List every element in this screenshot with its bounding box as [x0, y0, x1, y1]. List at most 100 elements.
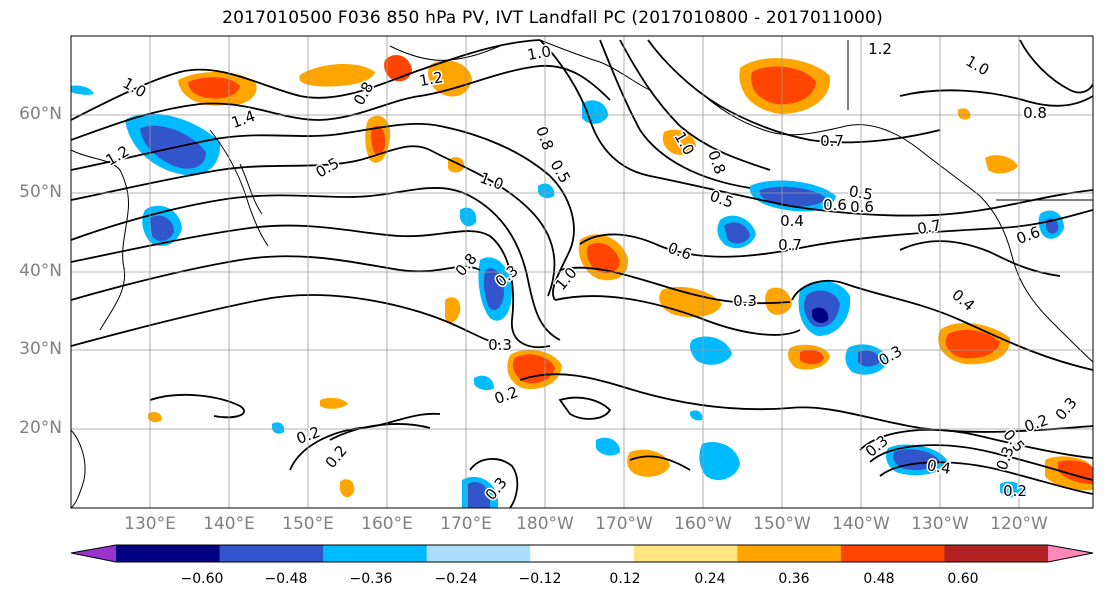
contour-value-label: 0.2 [1003, 482, 1027, 500]
contour-line [629, 455, 691, 471]
coastline [209, 129, 269, 247]
map-plot-area: 1.01.21.40.51.20.81.00.81.0 0.51.21.00.80… [71, 36, 1093, 508]
contour-value-label: 0.3 [733, 292, 757, 310]
colorbar-extend-high [1048, 545, 1093, 562]
colorbar [71, 545, 1093, 562]
contour-value-label: 0.3 [488, 336, 512, 354]
pv-negative-region [858, 350, 880, 367]
lat-label-50n: 50°N [19, 182, 62, 202]
lat-label-40n: 40°N [19, 261, 62, 281]
coastline [389, 45, 501, 61]
contour-value-label: 0.7 [820, 132, 844, 150]
colorbar-outline [70, 544, 1094, 563]
colorbar-tick-label: 0.48 [863, 571, 895, 587]
pv-positive-region [299, 64, 375, 87]
colorbar-cell [840, 545, 945, 562]
contour-line [71, 39, 541, 121]
contour-line [899, 240, 1061, 277]
colorbar-cell [219, 545, 324, 562]
pv-positive-region [627, 449, 670, 477]
lon-label-150e: 150°E [282, 514, 334, 534]
pv-positive-region [945, 329, 1000, 359]
lon-label-160e: 160°E [361, 514, 413, 534]
colorbar-cell [323, 545, 428, 562]
lon-label-120w: 120°W [990, 514, 1048, 534]
contour-value-label: 0.6 [823, 196, 847, 214]
contour-line [329, 423, 431, 441]
colorbar-tick-label: −0.48 [264, 571, 308, 587]
pv-positive-region [512, 354, 555, 384]
colorbar-tick-label: 0.36 [778, 571, 810, 587]
contour-value-label: 0.5 [848, 182, 875, 204]
colorbar-tick-label: 0.24 [694, 571, 726, 587]
coastline [539, 39, 651, 91]
pv-negative-region [1000, 481, 1026, 498]
contour-line [647, 39, 941, 144]
colorbar-cell [530, 545, 635, 562]
contour-line [869, 444, 1093, 481]
contour-value-label: 0.4 [780, 212, 804, 230]
contour-line [558, 396, 612, 420]
map-title: 2017010500 F036 850 hPa PV, IVT Landfall… [222, 8, 883, 28]
lon-label-140w: 140°W [832, 514, 890, 534]
pv-positive-region [340, 479, 355, 498]
contour-line [149, 394, 245, 419]
contour-line [71, 65, 611, 141]
graticule [71, 36, 1093, 508]
contour-line [559, 266, 791, 305]
colorbar-tick-label: −0.24 [434, 571, 478, 587]
colorbar-extend-low [71, 545, 116, 562]
contour-line [469, 458, 519, 508]
contour-line [71, 122, 575, 301]
contour-line [71, 294, 501, 347]
lon-label-170w: 170°W [595, 514, 653, 534]
contour-line [859, 428, 1093, 459]
colorbar-cell [737, 545, 842, 562]
contour-value-label: 0.7 [916, 216, 943, 238]
lat-label-20n: 20°N [19, 418, 62, 438]
contour-line [539, 39, 1093, 217]
pv-positive-region [445, 297, 461, 323]
lon-label-130w: 130°W [911, 514, 969, 534]
lon-label-160w: 160°W [674, 514, 732, 534]
lon-label-150w: 150°W [753, 514, 811, 534]
colorbar-tick-label: 0.12 [609, 571, 641, 587]
pv-positive-region [662, 129, 696, 155]
lat-label-60n: 60°N [19, 104, 62, 124]
coastline [71, 149, 129, 331]
colorbar-tick-label: −0.60 [180, 571, 224, 587]
map-frame [70, 35, 1094, 509]
pv-negative-region [150, 215, 174, 241]
pv-negative-region [474, 375, 494, 391]
pv-positive-region [800, 350, 824, 365]
pv-negative-region [71, 85, 94, 95]
pv-negative-region [538, 183, 555, 199]
pv-negative-region [724, 222, 750, 244]
contour-line [519, 373, 1093, 433]
colorbar-tick-label: 0.60 [947, 571, 979, 587]
lon-label-180w: 180°W [516, 514, 574, 534]
contour-line [71, 255, 481, 301]
pv-negative-region [272, 422, 285, 434]
colorbar-cell [633, 545, 738, 562]
contour-value-label: 1.2 [868, 40, 892, 58]
contour-line [1019, 39, 1093, 94]
pv-negative-region [468, 481, 490, 508]
contour-line [599, 39, 751, 189]
contour-line [879, 461, 1093, 495]
contour-value-label: 0.7 [778, 236, 802, 254]
colorbar-cell [944, 545, 1049, 562]
contour-line [71, 145, 556, 297]
lat-label-30n: 30°N [19, 339, 62, 359]
pv-positive-region [188, 77, 240, 99]
colorbar-cell [426, 545, 531, 562]
pv-negative-region [699, 442, 740, 480]
pv-positive-region [751, 66, 816, 105]
contour-line [71, 224, 551, 348]
pv-positive-region [428, 60, 472, 97]
contour-line [554, 295, 801, 336]
pv-negative-region [812, 307, 829, 323]
colorbar-cell [116, 545, 221, 562]
pv-negative-region [596, 437, 620, 456]
